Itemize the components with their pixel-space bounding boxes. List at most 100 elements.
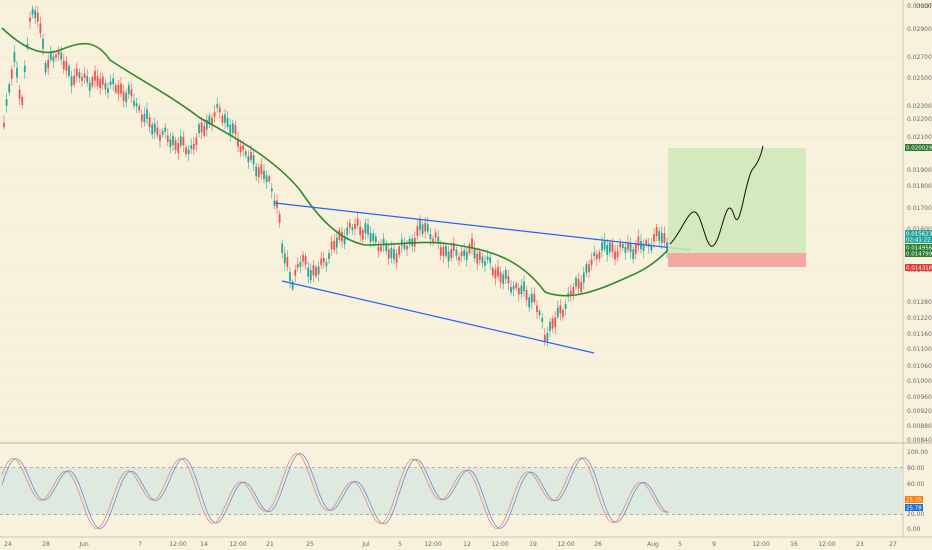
candle-body	[117, 85, 120, 94]
candle-body	[315, 267, 317, 277]
candle-body	[174, 140, 177, 150]
candle-body	[208, 115, 211, 125]
candle-body	[257, 167, 260, 178]
candle-body	[281, 243, 284, 253]
candle-body	[421, 224, 424, 235]
candle-body	[148, 117, 151, 128]
price-tick-label: 0.0100000	[907, 378, 932, 385]
candle-body	[593, 252, 596, 257]
candle-body	[29, 17, 31, 22]
candle-body	[57, 49, 60, 55]
candle-body	[517, 287, 520, 295]
candle-body	[515, 283, 518, 289]
candle-body	[289, 272, 291, 282]
time-tick-label: 12:00	[229, 541, 246, 548]
candle-body	[606, 244, 609, 255]
candle-body	[660, 232, 663, 243]
price-tick-label: 0.0210000	[907, 134, 932, 141]
candle-body	[325, 262, 328, 267]
candle-body	[642, 243, 645, 251]
candle-body	[590, 259, 593, 265]
candle-body	[291, 281, 294, 289]
candle-body	[458, 256, 460, 261]
candle-body	[133, 100, 135, 106]
candle-body	[655, 227, 658, 236]
candle-body	[55, 54, 57, 58]
candle-body	[445, 245, 447, 256]
candle-body	[224, 114, 226, 123]
candle-body	[634, 243, 637, 254]
candle-body	[390, 248, 393, 258]
candle-body	[556, 307, 559, 318]
candle-body	[151, 124, 154, 135]
candle-body	[382, 238, 385, 246]
candle-body	[104, 83, 107, 90]
lower-trendline	[281, 280, 595, 354]
candle-body	[468, 244, 471, 254]
candle-body	[374, 236, 377, 243]
price-tag	[905, 144, 932, 151]
candle-body	[476, 254, 479, 264]
candle-body	[367, 224, 369, 235]
candle-body	[226, 117, 229, 128]
candle-body	[406, 245, 408, 250]
candle-body	[580, 282, 583, 293]
candle-body	[525, 290, 528, 301]
candle-body	[143, 114, 146, 123]
candle-body	[18, 89, 21, 99]
candle-body	[471, 238, 473, 249]
candle-body	[229, 124, 232, 135]
oscillator-tick-label: 60.00	[907, 481, 924, 488]
time-tick-label: 28	[42, 541, 50, 548]
time-tick-label: 7	[138, 541, 142, 548]
candle-body	[83, 73, 86, 78]
candle-body	[650, 245, 653, 251]
candle-body	[640, 240, 642, 250]
time-axis: 24 28 Jun 7 12:00 14 12:00 21 25 Jul 5 12:00 12 12:00…	[4, 541, 897, 548]
price-tick-label: 0.0128000	[907, 299, 932, 306]
candle-body	[346, 227, 349, 235]
candle-body	[512, 286, 515, 290]
candle-body	[361, 230, 364, 240]
candle-body	[450, 248, 453, 258]
candle-body	[341, 231, 343, 242]
candle-body	[359, 226, 362, 236]
candle-body	[309, 270, 312, 281]
candle-body	[125, 92, 128, 103]
candle-body	[369, 232, 372, 242]
candle-body	[447, 251, 450, 262]
price-tag	[905, 236, 932, 243]
candle-body	[237, 138, 239, 147]
candle-body	[242, 145, 245, 150]
oscillator-value-label: 25.35	[906, 498, 922, 504]
candle-body	[231, 123, 234, 134]
time-tick-label: 19	[529, 541, 537, 548]
price-tick-label: 0.0106000	[907, 363, 932, 370]
price-tag-label: 02:41:22	[906, 238, 931, 244]
candle-body	[372, 233, 375, 242]
oscillator-tick-label: 20.00	[907, 511, 924, 518]
overlays	[1, 27, 806, 354]
candle-body	[296, 264, 299, 268]
candle-body	[99, 78, 102, 89]
candle-body	[299, 262, 302, 267]
candle-body	[109, 81, 112, 86]
candle-body	[94, 70, 96, 81]
candle-body	[398, 246, 401, 255]
candle-body	[3, 122, 5, 128]
candle-body	[577, 278, 580, 289]
price-tick-label: 0.0096000	[907, 394, 932, 401]
candle-body	[333, 240, 336, 250]
price-tick-label: 0.0122000	[907, 315, 932, 322]
loss-zone	[668, 253, 806, 267]
candle-body	[122, 91, 125, 102]
candle-body	[614, 251, 616, 260]
candle-body	[585, 264, 588, 273]
candle-body	[49, 52, 52, 60]
projection-path	[669, 145, 764, 247]
candle-body	[8, 84, 11, 93]
candle-body	[34, 10, 37, 19]
candle-body	[499, 272, 502, 283]
